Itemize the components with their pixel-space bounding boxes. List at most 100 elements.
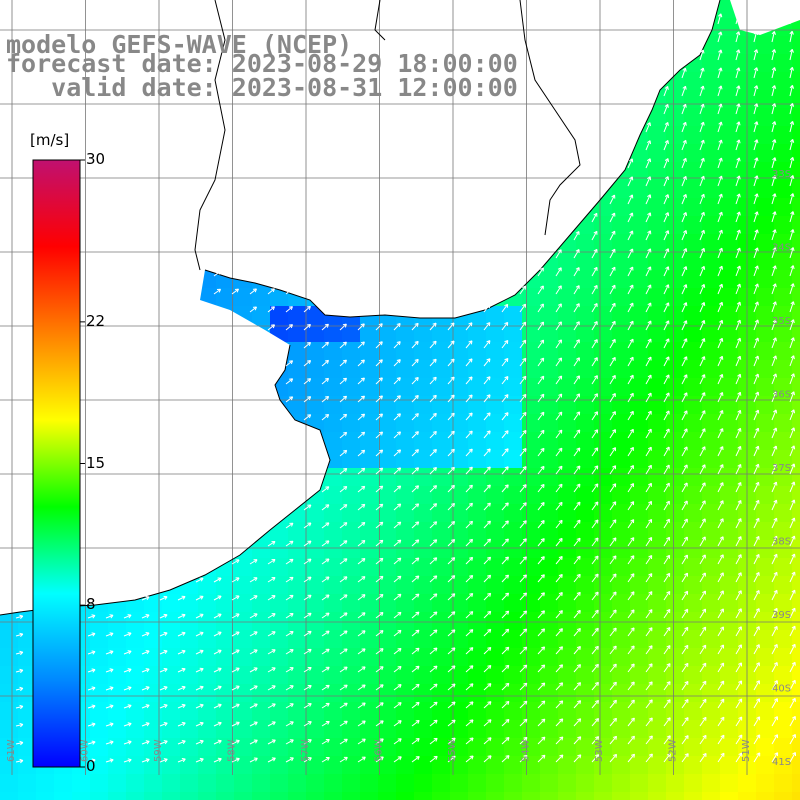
field-cell — [558, 486, 576, 504]
field-cell — [684, 774, 702, 792]
field-cell — [414, 774, 432, 792]
field-cell — [414, 612, 432, 630]
wind-vector — [717, 85, 723, 97]
wind-vector — [735, 211, 741, 223]
field-cell — [756, 378, 774, 396]
wind-vector — [753, 193, 759, 205]
field-cell — [252, 630, 270, 648]
field-cell — [468, 594, 486, 612]
wind-vector — [789, 12, 794, 25]
field-cell — [450, 468, 468, 486]
wind-vector — [753, 67, 759, 79]
field-cell — [486, 324, 504, 342]
field-cell — [0, 630, 18, 648]
field-cell — [792, 252, 800, 270]
wind-vector — [717, 139, 723, 151]
field-cell — [792, 540, 800, 558]
field-cell — [558, 630, 576, 648]
field-cell — [486, 432, 504, 450]
field-cell — [270, 558, 288, 576]
field-cell — [522, 504, 540, 522]
field-cell — [720, 306, 738, 324]
wind-vector — [663, 176, 670, 187]
field-cell — [216, 774, 234, 792]
field-cell — [594, 720, 612, 738]
field-cell — [702, 252, 720, 270]
field-cell — [792, 126, 800, 144]
field-cell — [72, 792, 90, 800]
field-cell — [288, 306, 306, 324]
field-cell — [720, 72, 738, 90]
field-cell — [396, 684, 414, 702]
field-cell — [504, 630, 522, 648]
lon-label: 51W — [741, 739, 752, 762]
field-cell — [486, 774, 504, 792]
wind-vector — [735, 157, 741, 169]
field-cell — [756, 252, 774, 270]
field-cell — [558, 468, 576, 486]
field-cell — [414, 378, 432, 396]
field-cell — [666, 504, 684, 522]
wind-vector — [789, 121, 795, 133]
field-cell — [360, 738, 378, 756]
field-cell — [432, 486, 450, 504]
field-cell — [666, 774, 684, 792]
field-cell — [792, 702, 800, 720]
wind-vector — [681, 230, 688, 241]
field-cell — [594, 288, 612, 306]
field-cell — [666, 630, 684, 648]
wind-vector — [771, 139, 777, 151]
field-cell — [576, 234, 594, 252]
field-cell — [648, 486, 666, 504]
field-cell — [720, 108, 738, 126]
field-cell — [630, 792, 648, 800]
field-cell — [720, 216, 738, 234]
field-cell — [306, 378, 324, 396]
field-cell — [576, 576, 594, 594]
wind-vector — [663, 158, 669, 169]
field-cell — [414, 522, 432, 540]
field-cell — [774, 108, 792, 126]
field-cell — [594, 738, 612, 756]
field-cell — [702, 540, 720, 558]
field-cell — [540, 324, 558, 342]
field-cell — [378, 792, 396, 800]
wind-vector — [735, 49, 741, 61]
field-cell — [72, 774, 90, 792]
field-cell — [378, 324, 396, 342]
field-cell — [792, 774, 800, 792]
field-cell — [774, 468, 792, 486]
field-cell — [684, 432, 702, 450]
field-cell — [432, 342, 450, 360]
field-cell — [324, 576, 342, 594]
field-cell — [288, 558, 306, 576]
field-cell — [630, 306, 648, 324]
field-cell — [378, 630, 396, 648]
field-cell — [0, 792, 18, 800]
field-cell — [792, 648, 800, 666]
field-cell — [432, 540, 450, 558]
field-cell — [684, 792, 702, 800]
field-cell — [396, 468, 414, 486]
field-cell — [612, 720, 630, 738]
field-cell — [198, 576, 216, 594]
field-cell — [306, 774, 324, 792]
field-cell — [774, 522, 792, 540]
field-cell — [378, 720, 396, 738]
field-cell — [270, 630, 288, 648]
field-cell — [414, 360, 432, 378]
field-cell — [612, 540, 630, 558]
field-cell — [504, 450, 522, 468]
field-cell — [576, 666, 594, 684]
field-cell — [252, 288, 270, 306]
wind-vector — [717, 211, 723, 223]
wind-vector — [789, 211, 795, 223]
field-cell — [594, 450, 612, 468]
wind-vector — [681, 139, 687, 151]
wind-vector — [663, 194, 670, 205]
wind-vector — [717, 13, 723, 25]
field-cell — [684, 288, 702, 306]
field-cell — [720, 396, 738, 414]
field-cell — [306, 576, 324, 594]
field-cell — [666, 108, 684, 126]
